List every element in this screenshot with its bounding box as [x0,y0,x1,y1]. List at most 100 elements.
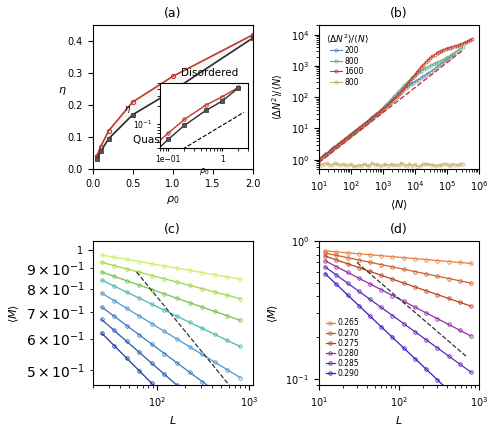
0.285 [423,337,429,343]
Legend: 200, 800, 1600, 800: 200, 800, 1600, 800 [323,29,372,90]
0.285 [468,370,474,375]
800 [332,161,338,166]
0.265 [468,261,474,266]
0.275 [446,296,451,301]
0.285 [333,272,339,278]
0.285 [390,313,396,318]
0.280 [333,264,339,269]
Line: 0.270: 0.270 [323,251,473,285]
0.275 [367,269,373,274]
800 [362,121,368,126]
Title: (a): (a) [164,7,182,20]
0.270 [401,267,407,272]
800 [449,162,455,167]
0.265 [423,257,429,262]
0.285 [378,305,384,310]
Title: (c): (c) [164,223,181,236]
0.265 [435,258,441,263]
0.265 [457,260,463,265]
800 [460,45,466,50]
Line: 1600: 1600 [317,37,474,161]
0.285 [345,281,350,286]
800 [369,161,375,166]
0.265 [390,254,396,259]
0.265 [345,250,350,255]
0.270 [412,269,418,274]
0.285 [457,362,463,367]
Y-axis label: $\langle M \rangle$: $\langle M \rangle$ [266,304,280,323]
800 [457,162,463,167]
1600 [362,120,368,126]
0.270 [457,278,463,284]
800 [340,138,346,143]
0.265 [322,248,328,253]
800 [350,164,356,169]
1600 [445,45,451,51]
0.275 [322,253,328,259]
0.290 [457,398,463,404]
0.270 [378,262,384,267]
Text: Quasi ordered: Quasi ordered [133,135,206,145]
0.280 [401,299,407,304]
0.290 [401,346,407,351]
0.280 [423,310,429,316]
0.285 [446,353,451,359]
0.290 [423,367,429,372]
800 [316,162,322,167]
0.270 [468,281,474,286]
0.270 [390,264,396,269]
800 [352,129,358,134]
X-axis label: $L$: $L$ [169,414,176,426]
0.265 [378,253,384,259]
1600 [356,126,362,131]
1600 [351,129,357,134]
0.265 [446,259,451,264]
Title: (d): (d) [390,223,408,236]
0.265 [356,251,362,256]
200 [448,54,454,59]
0.265 [367,252,373,257]
800 [365,119,371,124]
X-axis label: $L$: $L$ [395,414,402,426]
0.270 [345,255,350,260]
0.290 [322,271,328,276]
200 [331,145,337,151]
800 [414,164,420,169]
0.285 [401,321,407,326]
0.270 [435,274,441,279]
Line: 800: 800 [317,161,464,168]
800 [316,157,322,162]
0.290 [390,335,396,340]
0.275 [401,281,407,286]
0.280 [457,328,463,333]
Line: 0.275: 0.275 [323,254,473,308]
0.285 [356,289,362,294]
0.265 [333,249,339,255]
Line: 0.290: 0.290 [323,272,473,414]
Line: 0.265: 0.265 [323,249,473,265]
0.280 [446,322,451,327]
Text: Disordered: Disordered [181,68,238,78]
0.285 [435,346,441,351]
0.290 [378,324,384,330]
0.290 [446,388,451,393]
0.285 [412,329,418,334]
0.275 [435,292,441,297]
0.265 [412,256,418,261]
0.280 [468,333,474,339]
0.280 [435,316,441,321]
0.280 [322,258,328,263]
Y-axis label: $\eta$: $\eta$ [57,85,66,97]
0.290 [435,377,441,382]
0.290 [345,292,350,297]
0.290 [412,356,418,361]
200 [348,132,354,137]
0.275 [333,257,339,262]
0.265 [401,255,407,260]
1600 [447,45,453,50]
0.280 [345,270,350,275]
0.275 [345,261,350,266]
0.270 [322,250,328,255]
0.290 [356,303,362,308]
0.275 [423,288,429,293]
